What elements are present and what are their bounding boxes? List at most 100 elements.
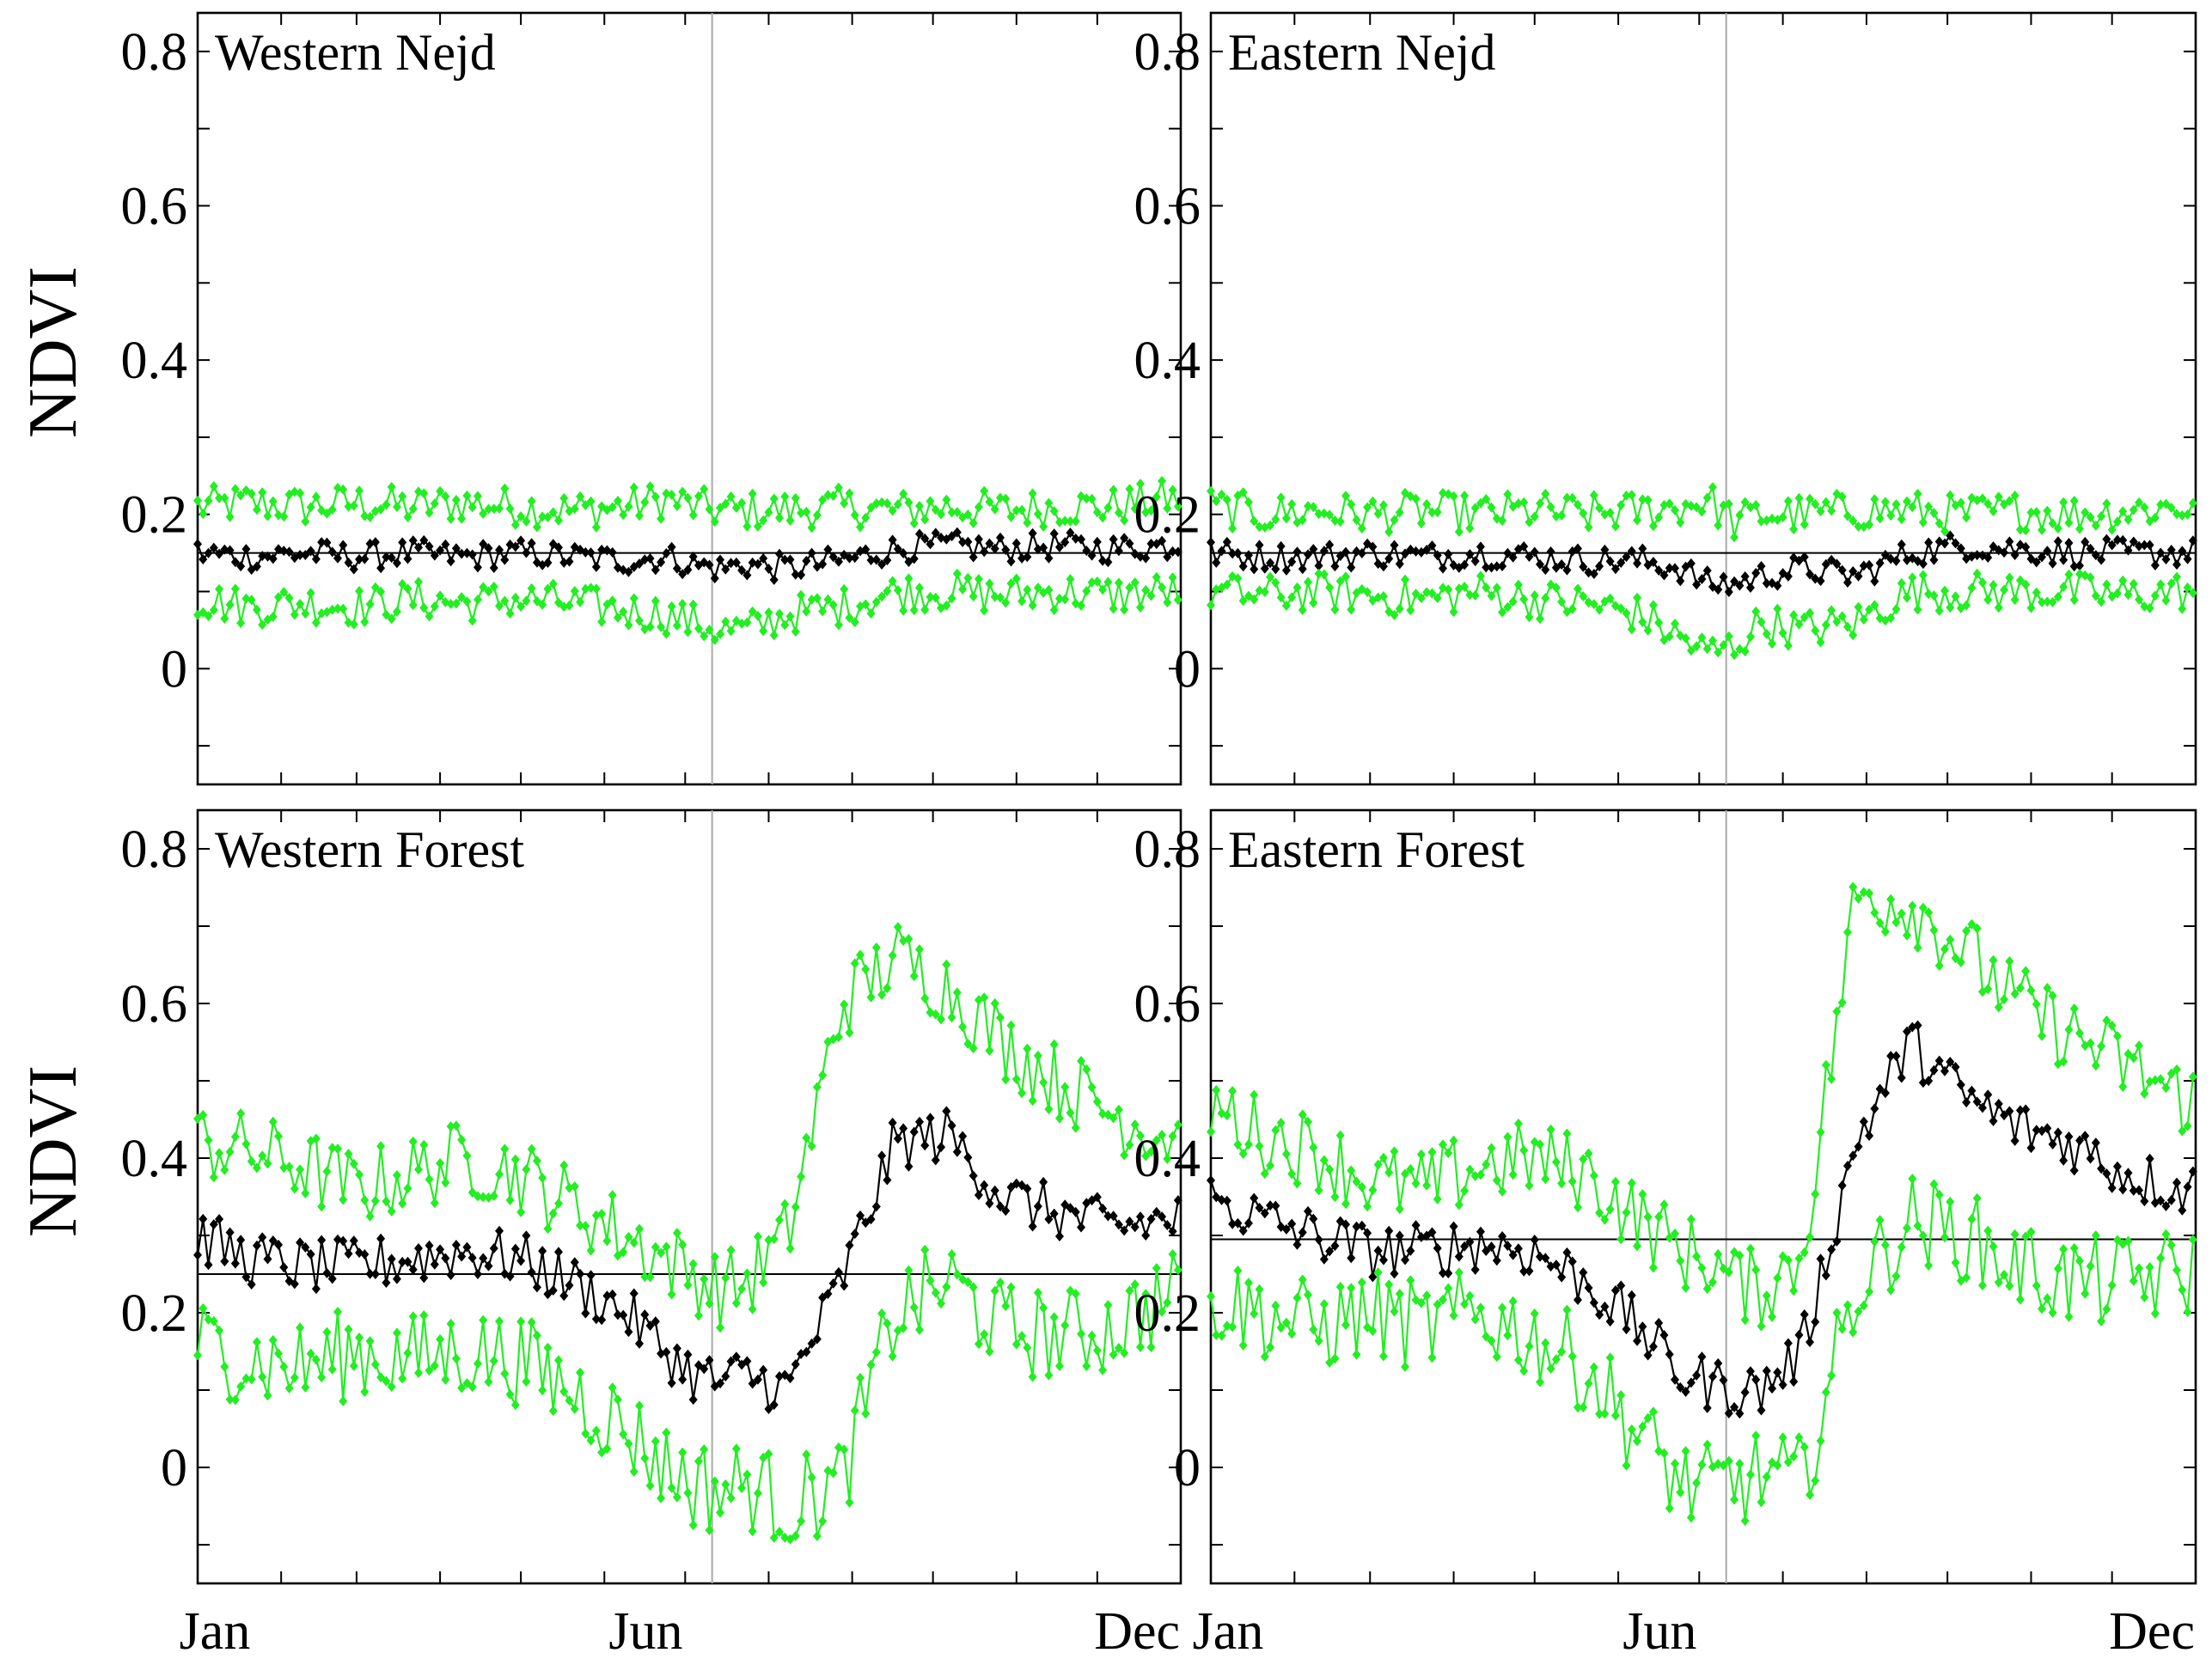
data-point [252, 504, 261, 515]
data-point [2183, 582, 2192, 593]
data-point [2086, 572, 2095, 583]
data-point [349, 1235, 358, 1247]
data-point [1557, 596, 1567, 607]
data-point [1934, 1055, 1944, 1066]
data-point [1411, 493, 1421, 504]
data-point [510, 592, 520, 603]
data-point [1616, 499, 1626, 510]
data-point [495, 1168, 504, 1180]
data-point [1357, 1181, 1366, 1192]
data-point [467, 502, 477, 513]
data-point [1152, 1263, 1161, 1274]
data-point [1994, 491, 2003, 503]
data-point [985, 1045, 994, 1056]
data-point [1092, 1192, 1102, 1203]
data-point [1476, 1302, 1485, 1314]
data-point [899, 1123, 908, 1134]
data-point [1773, 1460, 1782, 1471]
data-point [1120, 515, 1129, 526]
y-tick-label: 0.6 [121, 975, 188, 1034]
data-point [204, 547, 213, 558]
data-point [597, 1208, 607, 1219]
data-point [608, 546, 617, 558]
data-point [2010, 595, 2020, 606]
data-point [1714, 1248, 1723, 1259]
data-point [1551, 582, 1561, 594]
data-point [797, 570, 806, 581]
data-point [753, 1488, 762, 1499]
data-point [969, 1043, 978, 1054]
data-point [193, 1350, 202, 1361]
data-point [1066, 574, 1075, 585]
data-point [2043, 1293, 2052, 1304]
data-point [1120, 533, 1129, 544]
data-point [252, 1337, 261, 1348]
data-point [333, 603, 342, 614]
data-point [1378, 591, 1388, 602]
data-point [365, 511, 375, 522]
data-point [467, 549, 477, 560]
data-point [1811, 1316, 1820, 1327]
data-point [2112, 1161, 2122, 1172]
data-point [548, 507, 558, 518]
data-point [1439, 487, 1448, 498]
data-point [1454, 1267, 1463, 1278]
data-point [2075, 560, 2084, 571]
data-point [241, 1272, 251, 1283]
data-point [1573, 1202, 1583, 1213]
data-point [877, 989, 887, 1000]
data-point [576, 596, 585, 607]
data-point [877, 559, 887, 570]
data-point [914, 528, 924, 540]
data-point [1465, 1236, 1475, 1247]
data-point [1541, 1253, 1550, 1264]
data-point [1610, 1285, 1620, 1296]
data-point [392, 558, 401, 569]
data-point [2064, 569, 2074, 580]
data-point [1304, 1290, 1313, 1301]
data-point [1513, 579, 1523, 590]
data-point [1934, 1189, 1944, 1200]
data-point [2081, 536, 2090, 547]
data-point [619, 509, 628, 521]
data-point [2043, 982, 2052, 993]
data-point [1044, 1369, 1054, 1381]
data-point [1567, 603, 1577, 614]
data-point [204, 495, 213, 506]
data-point [1686, 645, 1696, 656]
data-point [1903, 930, 1912, 941]
data-point [1827, 605, 1836, 616]
data-point [1146, 538, 1156, 549]
data-point [1600, 544, 1610, 555]
data-point [1903, 496, 1912, 507]
data-point [279, 587, 289, 598]
data-point [1794, 492, 1804, 503]
data-point [586, 1245, 596, 1256]
data-point [1243, 497, 1253, 508]
data-point [392, 502, 401, 513]
data-point [1686, 558, 1696, 569]
data-point [1255, 521, 1264, 533]
data-point [893, 1133, 902, 1144]
data-point [1250, 1089, 1259, 1101]
data-point [726, 1492, 736, 1503]
data-point [1875, 918, 1885, 929]
data-point [678, 598, 687, 609]
data-point [2005, 536, 2014, 547]
data-point [1023, 1342, 1032, 1353]
data-point [1654, 617, 1664, 628]
data-point [888, 534, 897, 546]
data-point [1638, 494, 1647, 505]
data-point [1848, 1327, 1858, 1338]
data-point [2178, 1284, 2187, 1296]
data-point [700, 1444, 709, 1455]
data-point [1681, 1282, 1690, 1293]
data-point [678, 569, 687, 580]
data-point [1039, 542, 1048, 553]
data-point [1006, 1282, 1016, 1293]
data-point [888, 1351, 897, 1362]
data-point [2086, 1038, 2095, 1049]
data-point [2026, 985, 2036, 996]
data-point [980, 1329, 989, 1340]
data-point [963, 536, 973, 547]
